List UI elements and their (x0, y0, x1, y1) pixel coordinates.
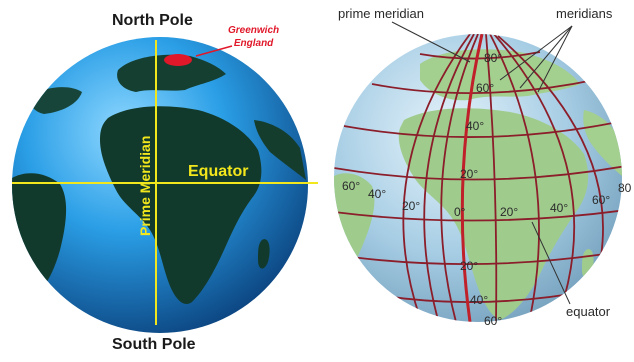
meridians-pointer-2 (519, 25, 573, 89)
meridian-e60 (493, 34, 576, 313)
prime-meridian-pointer (391, 21, 471, 63)
latitude-40n (343, 121, 619, 138)
lon-label-e40: 40° (550, 201, 568, 215)
prime-meridian-callout: prime meridian (338, 6, 424, 21)
equator-callout: equator (566, 304, 611, 319)
greenwich-marker (164, 54, 192, 66)
meridian-w40 (423, 34, 475, 321)
lat-label-80n: 80° (484, 51, 502, 65)
meridians-pointer-1 (499, 25, 573, 81)
latitude-60n (371, 79, 595, 94)
latitude-20s (343, 251, 619, 265)
lat-label-40n: 40° (466, 119, 484, 133)
lon-label-w20: 20° (402, 199, 420, 213)
meridian-lines (402, 34, 604, 322)
meridians-callout: meridians (556, 6, 613, 21)
left-globe: Prime Meridian Equator (12, 37, 318, 333)
meridian-w60 (402, 34, 471, 319)
south-pole-label: South Pole (112, 336, 196, 353)
meridians-pointer-3 (537, 25, 573, 93)
degree-labels: 80° 60° 40° 20° 20° 40° 60° 60° 40° 20° … (342, 51, 632, 328)
equator-label: Equator (188, 163, 248, 180)
equator-pointer (531, 221, 571, 305)
greenwich-label-line2: England (233, 38, 274, 49)
lat-label-20s: 20° (460, 259, 478, 273)
latitude-equator (334, 209, 622, 222)
latitude-20n (334, 165, 622, 181)
greenwich-label-line1: Greenwich (228, 25, 280, 36)
greenwich-label: Greenwich England (228, 24, 279, 50)
prime-meridian-label: Prime Meridian (137, 136, 153, 236)
lat-label-60s: 60° (484, 314, 502, 328)
lat-label-40s: 40° (470, 293, 488, 307)
meridian-w20 (440, 34, 479, 322)
lat-label-60n: 60° (476, 81, 494, 95)
right-prime-meridian-line (460, 34, 484, 322)
lat-label-20n: 20° (460, 167, 478, 181)
lon-label-w60: 60° (342, 179, 360, 193)
meridian-e40 (489, 34, 540, 319)
lon-label-e20: 20° (500, 205, 518, 219)
latitude-80n (419, 51, 541, 60)
lon-label-e60: 60° (592, 193, 610, 207)
greenwich-pointer (195, 45, 233, 57)
lon-label-zero: 0° (454, 205, 466, 219)
lon-label-e80: 80 (618, 181, 632, 195)
north-pole-label: North Pole (112, 12, 193, 29)
lon-label-w40: 40° (368, 187, 386, 201)
right-globe: 80° 60° 40° 20° 20° 40° 60° 60° 40° 20° … (334, 21, 632, 328)
meridian-e20 (485, 34, 498, 322)
